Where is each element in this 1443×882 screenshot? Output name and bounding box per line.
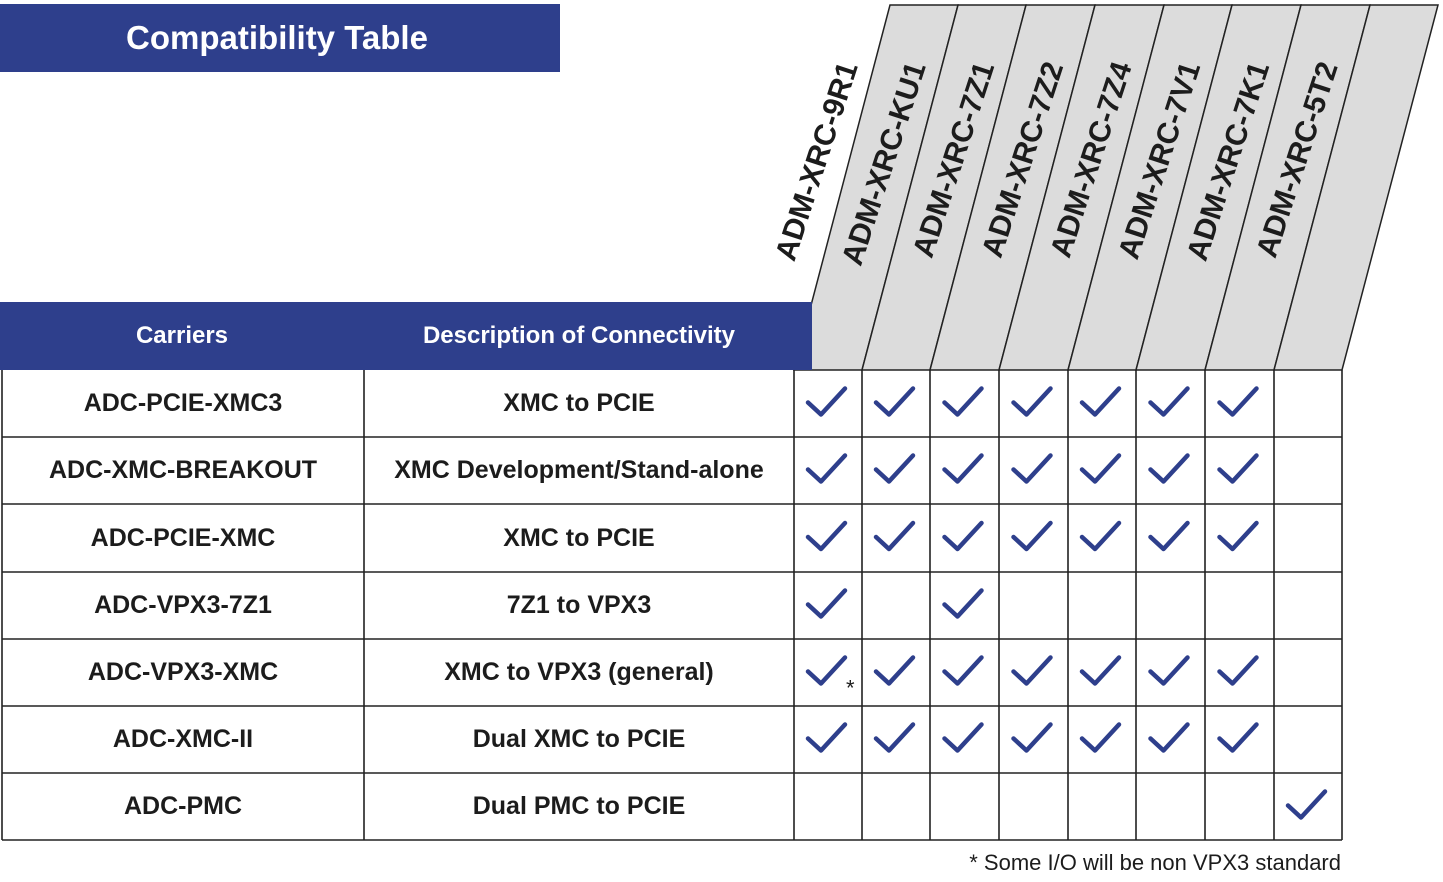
check-icon bbox=[1217, 520, 1259, 552]
check-icon bbox=[1148, 386, 1190, 417]
description-cell: 7Z1 to VPX3 bbox=[506, 591, 652, 619]
check-icon bbox=[1148, 453, 1190, 484]
check-icon bbox=[1148, 722, 1190, 753]
carrier-cell: ADC-PCIE-XMC3 bbox=[83, 389, 283, 417]
check-icon bbox=[805, 386, 848, 417]
check-icon bbox=[1011, 520, 1053, 552]
check-icon bbox=[942, 453, 984, 484]
check-icon bbox=[873, 655, 916, 686]
check-icon bbox=[1148, 520, 1190, 552]
check-icon bbox=[1011, 722, 1053, 753]
check-icon bbox=[873, 453, 916, 484]
carrier-cell: ADC-VPX3-7Z1 bbox=[94, 591, 272, 619]
check-icon bbox=[1217, 722, 1259, 753]
check-icon bbox=[1217, 453, 1259, 484]
check-icon bbox=[805, 655, 848, 686]
table-title: Compatibility Table bbox=[0, 4, 560, 72]
description-cell: XMC to VPX3 (general) bbox=[444, 658, 714, 686]
description-cell: XMC to PCIE bbox=[503, 523, 655, 552]
check-icon bbox=[942, 520, 984, 552]
check-icon bbox=[873, 386, 916, 417]
check-icon bbox=[805, 453, 848, 484]
check-icon bbox=[805, 588, 848, 619]
check-icon bbox=[1079, 655, 1122, 686]
check-icon bbox=[805, 722, 848, 753]
check-icon bbox=[942, 588, 984, 619]
check-icon bbox=[805, 520, 848, 552]
check-icon bbox=[1079, 722, 1122, 753]
carriers-header: Carriers bbox=[135, 322, 229, 349]
check-icon bbox=[1011, 453, 1053, 484]
check-icon bbox=[1217, 655, 1259, 686]
check-icon bbox=[873, 520, 916, 552]
carrier-cell: ADC-XMC-BREAKOUT bbox=[48, 456, 318, 484]
check-icon bbox=[1079, 386, 1122, 417]
description-cell: XMC to PCIE bbox=[503, 389, 655, 417]
check-icon bbox=[1079, 520, 1122, 552]
check-icon bbox=[942, 655, 984, 686]
carrier-cell: ADC-XMC-II bbox=[112, 725, 254, 753]
carrier-cell: ADC-VPX3-XMC bbox=[87, 658, 279, 686]
description-cell: Dual XMC to PCIE bbox=[472, 725, 686, 753]
description-header: Description of Connectivity bbox=[422, 322, 736, 349]
check-icon bbox=[1011, 655, 1053, 686]
table-header-bar: Carriers Description of Connectivity bbox=[0, 302, 812, 370]
check-icon bbox=[1217, 386, 1259, 417]
table-title-text: Compatibility Table bbox=[126, 19, 428, 56]
check-icon bbox=[873, 722, 916, 753]
footnote-marker: * bbox=[846, 676, 855, 701]
check-icon bbox=[1011, 386, 1053, 417]
description-cell: Dual PMC to PCIE bbox=[472, 792, 686, 820]
check-icon bbox=[1079, 453, 1122, 484]
check-icon bbox=[942, 386, 984, 417]
carrier-cell: ADC-PMC bbox=[123, 792, 243, 820]
check-icon bbox=[1148, 655, 1190, 686]
check-icon bbox=[942, 722, 984, 753]
check-icon bbox=[1285, 789, 1328, 820]
footnote: * Some I/O will be non VPX3 standard bbox=[969, 850, 1341, 875]
description-cell: XMC Development/Stand-alone bbox=[394, 456, 764, 484]
carrier-cell: ADC-PCIE-XMC bbox=[90, 523, 276, 552]
module-column-cell bbox=[1273, 4, 1439, 371]
